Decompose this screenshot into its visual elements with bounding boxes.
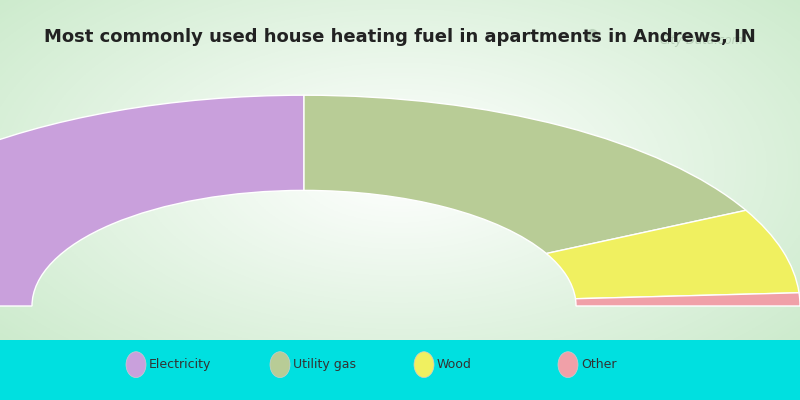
Ellipse shape xyxy=(558,352,578,378)
Wedge shape xyxy=(575,293,800,306)
Ellipse shape xyxy=(126,352,146,378)
Text: City-Data.com: City-Data.com xyxy=(660,34,744,47)
Text: Wood: Wood xyxy=(437,358,472,371)
Text: Electricity: Electricity xyxy=(149,358,211,371)
Ellipse shape xyxy=(414,352,434,378)
Text: Most commonly used house heating fuel in apartments in Andrews, IN: Most commonly used house heating fuel in… xyxy=(44,28,756,46)
Text: Other: Other xyxy=(581,358,616,371)
Text: Utility gas: Utility gas xyxy=(293,358,356,371)
Wedge shape xyxy=(546,210,799,299)
Ellipse shape xyxy=(270,352,290,378)
Wedge shape xyxy=(304,95,746,254)
Wedge shape xyxy=(0,95,304,306)
